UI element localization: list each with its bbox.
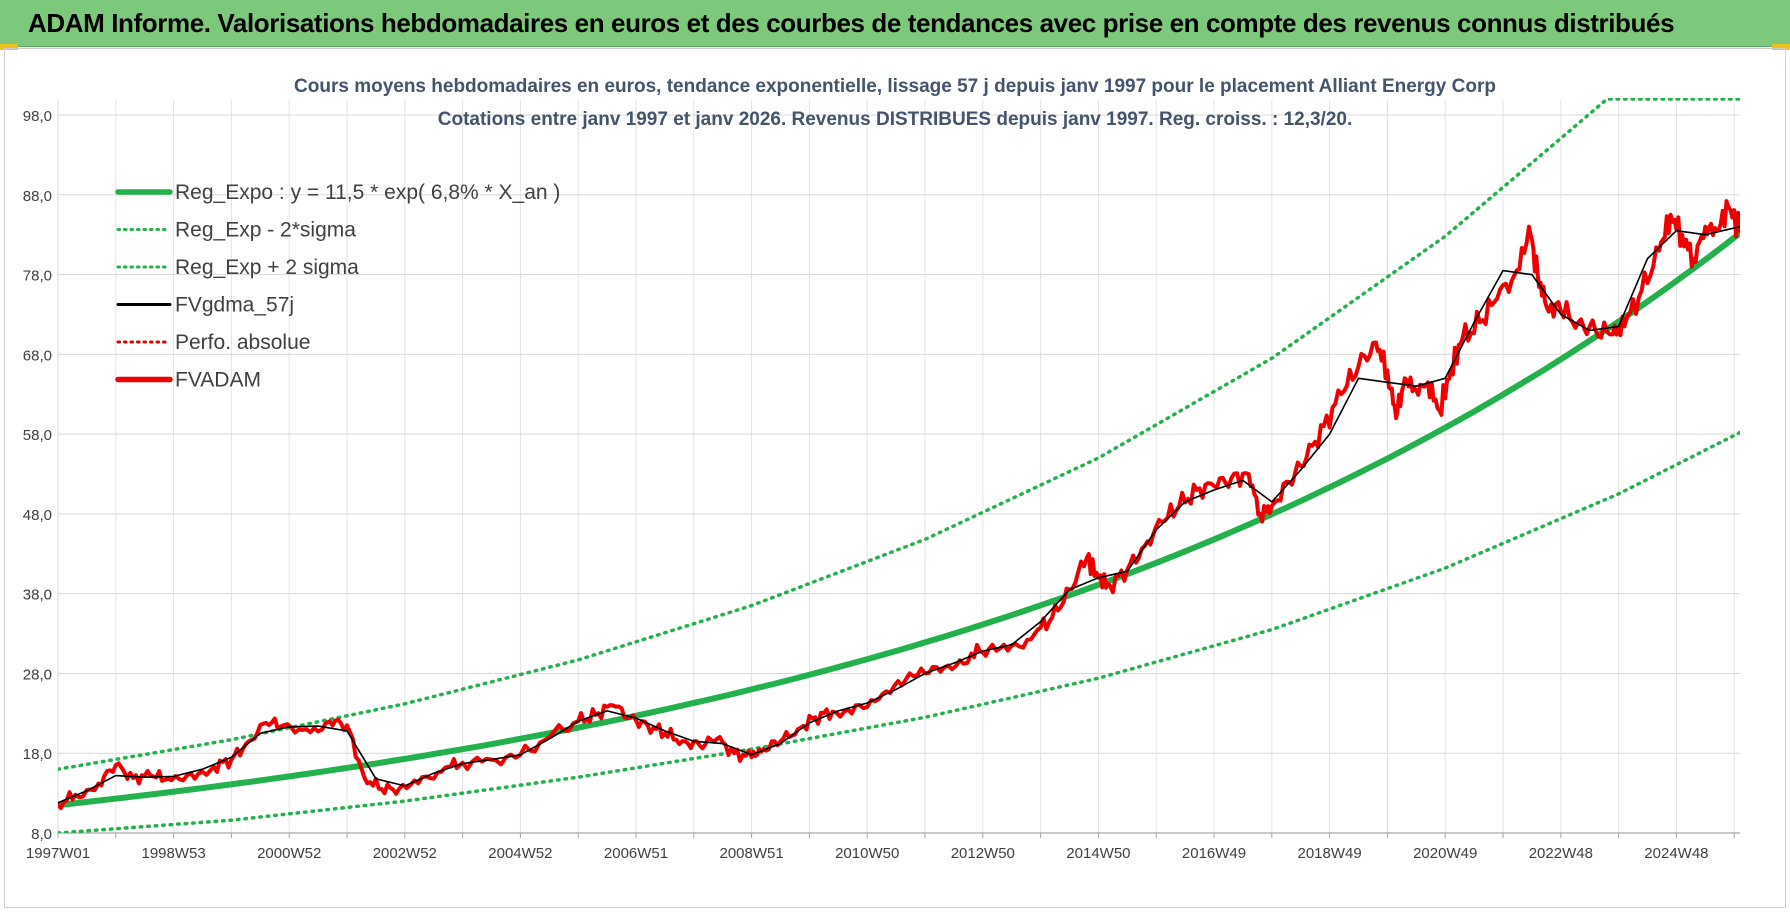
x-tick-label: 2018W49 xyxy=(1298,845,1362,862)
x-tick-label: 2006W51 xyxy=(604,845,668,862)
reg-expo-line xyxy=(58,230,1740,809)
y-tick-label: 8,0 xyxy=(31,826,52,843)
x-tick-label: 2016W49 xyxy=(1182,845,1246,862)
legend-item: Perfo. absolue xyxy=(116,331,310,354)
y-tick-label: 88,0 xyxy=(23,188,52,205)
legend-item: Reg_Expo : y = 11,5 * exp( 6,8% * X_an ) xyxy=(115,181,560,204)
x-tick-label: 2002W52 xyxy=(373,845,437,862)
y-tick-label: 18,0 xyxy=(23,746,52,763)
series-group xyxy=(58,98,1740,833)
y-tick-label: 78,0 xyxy=(23,268,52,285)
x-tick-label: 2020W49 xyxy=(1413,845,1477,862)
x-tick-label: 2008W51 xyxy=(719,845,783,862)
x-tick-label: 2022W48 xyxy=(1529,845,1593,862)
chart-frame xyxy=(4,48,1786,908)
legend-item: Reg_Exp + 2 sigma xyxy=(116,256,359,279)
reg-minus-2sigma-line xyxy=(58,430,1740,833)
gridlines xyxy=(57,100,1740,834)
y-tick-label: 48,0 xyxy=(23,507,52,524)
legend-label: Reg_Exp + 2 sigma xyxy=(175,256,359,279)
legend-item: FVgdma_57j xyxy=(116,294,294,317)
corner-mark-top-right xyxy=(1772,44,1790,50)
corner-mark-top-left xyxy=(0,44,18,50)
axes xyxy=(57,100,1740,838)
x-tick-label: 2000W52 xyxy=(257,845,321,862)
legend-label: Perfo. absolue xyxy=(175,331,310,354)
fvadam-line xyxy=(58,199,1740,811)
legend-label: FVADAM xyxy=(175,369,261,392)
y-tick-label: 98,0 xyxy=(23,108,52,125)
y-tick-label: 68,0 xyxy=(23,347,52,364)
fvgdma-57j-line xyxy=(58,225,1740,804)
tick-labels: 8,0 18,0 28,0 38,0 48,0 58,0 68,0 78,0 88,0 98,0 1… xyxy=(23,108,1709,862)
chart-title-line2: Cotations entre janv 1997 et janv 2026. … xyxy=(438,109,1353,130)
legend-label: Reg_Exp - 2*sigma xyxy=(175,219,356,242)
legend-item: Reg_Exp - 2*sigma xyxy=(116,219,356,242)
header-banner: ADAM Informe. Valorisations hebdomadaire… xyxy=(0,0,1790,47)
x-tick-label: 1997W01 xyxy=(26,845,90,862)
y-tick-label: 58,0 xyxy=(23,427,52,444)
legend-label: Reg_Expo : y = 11,5 * exp( 6,8% * X_an ) xyxy=(175,181,560,204)
x-tick-label: 2024W48 xyxy=(1644,845,1708,862)
x-tick-label: 2010W50 xyxy=(835,845,899,862)
x-tick-label: 1998W53 xyxy=(141,845,205,862)
page-title: ADAM Informe. Valorisations hebdomadaire… xyxy=(28,8,1675,38)
legend-label: FVgdma_57j xyxy=(175,294,294,317)
x-tick-label: 2004W52 xyxy=(488,845,552,862)
y-tick-label: 28,0 xyxy=(23,666,52,683)
legend-item: FVADAM xyxy=(115,369,261,392)
x-tick-label: 2012W50 xyxy=(951,845,1015,862)
reg-plus-2sigma-line xyxy=(58,98,1740,771)
chart-title-line1: Cours moyens hebdomadaires en euros, ten… xyxy=(294,76,1496,97)
legend: Reg_Expo : y = 11,5 * exp( 6,8% * X_an )… xyxy=(115,181,560,392)
y-tick-label: 38,0 xyxy=(23,587,52,604)
x-tick-label: 2014W50 xyxy=(1066,845,1130,862)
